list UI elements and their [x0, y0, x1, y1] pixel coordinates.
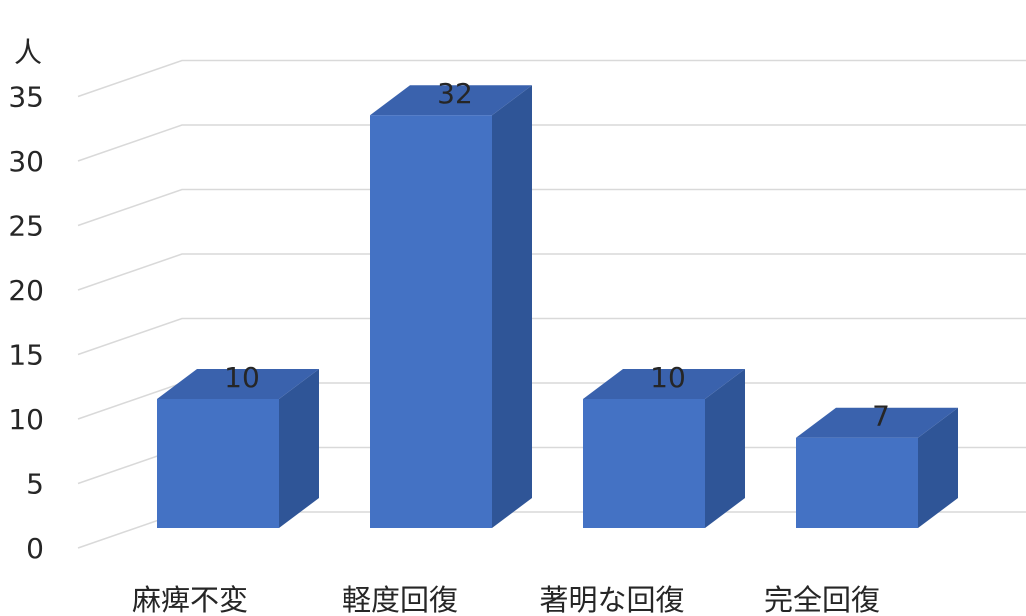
y-tick-label: 25: [8, 210, 44, 243]
y-tick-label: 30: [8, 145, 44, 178]
category-label: 軽度回復: [342, 583, 458, 616]
data-label: 7: [872, 400, 890, 433]
bar-side-face: [492, 85, 532, 528]
gridline: [77, 124, 1026, 162]
y-tick-label: 10: [8, 403, 44, 436]
bar-front-face: [157, 399, 279, 528]
gridline: [77, 317, 1026, 356]
bar: [796, 407, 958, 528]
bar: [370, 85, 532, 528]
x-axis-categories: 麻痺不変 軽度回復 著明な回復 完全回復: [132, 583, 880, 616]
y-tick-label: 20: [8, 274, 44, 307]
category-label: 麻痺不変: [132, 583, 248, 616]
bar-side-face: [279, 369, 319, 528]
gridline: [77, 59, 1026, 98]
y-tick-label: 35: [8, 81, 44, 114]
bar-front-face: [370, 115, 492, 528]
bar-front-face: [796, 437, 918, 528]
bar-top-face: [157, 369, 319, 399]
bar-front-face: [583, 399, 705, 528]
y-axis-ticks: 0 5 10 15 20 25 30 35: [8, 81, 44, 566]
bar-side-face: [705, 369, 745, 528]
bar: [583, 369, 745, 528]
bar-top-face: [796, 407, 958, 438]
bars: [157, 85, 958, 528]
y-tick-label: 5: [26, 468, 44, 501]
category-label: 著明な回復: [539, 583, 684, 616]
data-label: 10: [650, 361, 686, 394]
data-label: 32: [437, 77, 473, 110]
bar: [157, 369, 319, 528]
bar-top-face: [583, 369, 745, 399]
y-axis-unit-label: 人: [14, 36, 42, 69]
y-tick-label: 15: [8, 339, 44, 372]
bar-top-face: [370, 85, 532, 116]
gridline: [77, 253, 1026, 291]
bar-side-face: [918, 407, 958, 528]
y-tick-label: 0: [26, 532, 44, 565]
category-label: 完全回復: [764, 583, 880, 616]
data-labels: 10 32 10 7: [224, 77, 890, 433]
gridline: [77, 188, 1026, 227]
data-label: 10: [224, 361, 260, 394]
